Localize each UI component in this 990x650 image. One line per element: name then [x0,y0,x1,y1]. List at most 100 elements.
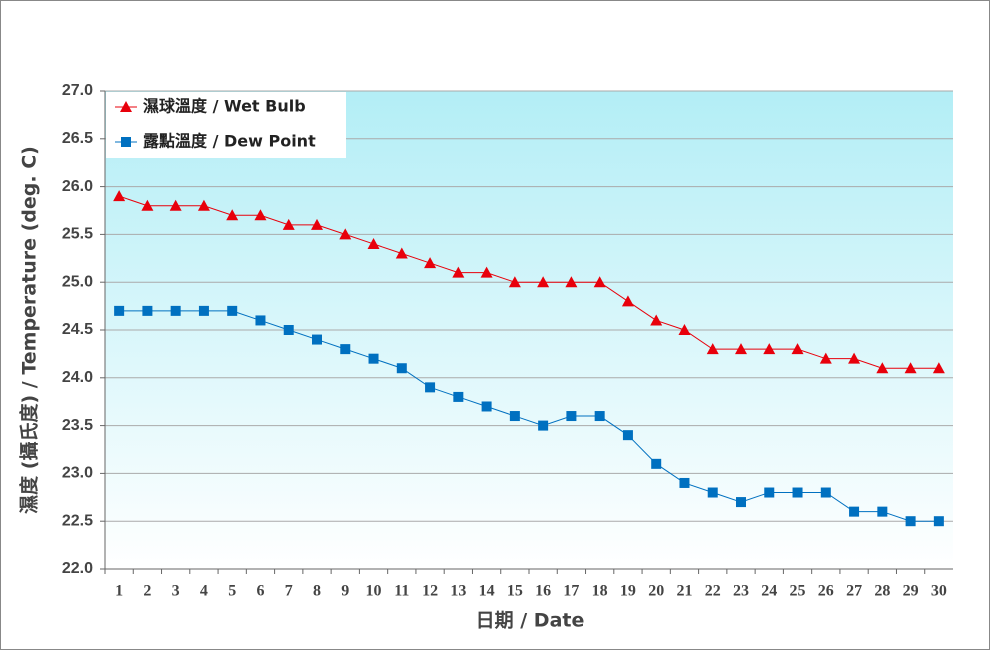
marker [227,305,238,316]
marker [254,209,267,221]
x-tick-label: 18 [592,583,608,600]
marker [764,487,775,498]
marker [565,276,578,288]
marker [425,382,436,393]
marker [508,276,521,288]
x-tick-label: 21 [676,583,692,600]
marker [820,487,831,498]
x-tick-label: 17 [563,583,579,600]
marker [904,362,917,374]
marker [849,506,860,517]
marker [395,247,408,259]
y-tick-label: 26.5 [62,130,93,147]
y-tick-label: 24.0 [62,369,93,386]
marker [198,305,209,316]
x-tick-label: 26 [818,583,834,600]
series-line [118,195,939,369]
marker [706,343,719,355]
marker [905,516,916,527]
x-tick-label: 10 [366,583,382,600]
marker [651,458,662,469]
marker [932,362,945,374]
x-axis-label: 日期 / Date [476,610,585,632]
marker [707,487,718,498]
marker [537,276,550,288]
marker [141,199,154,211]
y-tick-label: 25.5 [62,226,93,243]
marker [622,430,633,441]
x-tick-label: 1 [115,583,123,600]
marker [283,325,294,335]
x-tick-label: 3 [172,583,180,600]
marker [509,411,520,422]
marker [367,237,380,249]
x-tick-label: 13 [450,583,466,600]
marker [621,295,634,307]
marker [594,411,605,422]
marker [226,209,239,221]
y-tick-label: 24.5 [62,321,93,338]
marker [170,305,181,316]
y-axis-label: 濕度 (攝氏度) / Temperature (deg. C) [18,146,41,514]
x-tick-label: 25 [790,583,806,600]
x-tick-label: 7 [285,583,293,600]
x-tick-label: 24 [761,583,777,600]
marker [566,411,577,422]
x-tick-label: 9 [341,583,349,600]
y-tick-label: 22.0 [62,560,93,577]
marker [763,343,776,355]
marker [396,363,407,374]
marker [735,343,747,355]
marker [593,276,606,288]
marker [792,487,803,498]
marker [538,420,549,431]
x-tick-label: 23 [733,583,749,600]
marker [368,353,379,364]
marker [933,516,944,527]
x-tick-label: 2 [143,583,151,600]
x-tick-label: 4 [200,583,208,600]
marker [679,477,690,488]
y-tick-label: 27.0 [62,82,93,99]
x-tick-label: 15 [507,583,523,600]
y-tick-label: 23.0 [62,465,93,482]
marker [736,497,746,508]
marker [142,305,153,316]
x-tick-label: 20 [648,583,664,600]
marker [791,343,804,355]
x-tick-label: 6 [256,583,264,600]
x-tick-label: 5 [228,583,236,600]
marker [876,362,889,374]
x-tick-label: 8 [313,583,321,600]
marker [114,305,125,316]
marker [480,266,493,278]
marker [848,352,861,364]
x-tick-label: 14 [479,583,495,600]
marker [452,266,465,278]
marker [120,101,132,112]
marker [340,344,351,355]
y-tick-label: 22.5 [62,512,93,529]
marker [819,352,832,364]
marker [312,334,322,345]
marker [678,324,691,335]
legend-label: 濕球溫度 / Wet Bulb [143,97,306,116]
x-tick-label: 29 [903,583,919,600]
y-tick-label: 26.0 [62,178,93,195]
marker [282,218,295,230]
marker [877,506,888,517]
x-tick-label: 27 [846,583,862,600]
marker [113,190,126,202]
x-tick-label: 19 [620,583,636,600]
y-tick-label: 25.0 [62,273,93,290]
marker [650,314,663,326]
marker [481,401,492,412]
x-tick-label: 28 [874,583,890,600]
marker [453,391,464,402]
x-tick-label: 11 [394,583,409,600]
x-tick-label: 30 [931,583,947,600]
marker [121,137,131,147]
y-tick-label: 23.5 [62,417,93,434]
legend-label: 露點溫度 / Dew Point [143,132,316,151]
